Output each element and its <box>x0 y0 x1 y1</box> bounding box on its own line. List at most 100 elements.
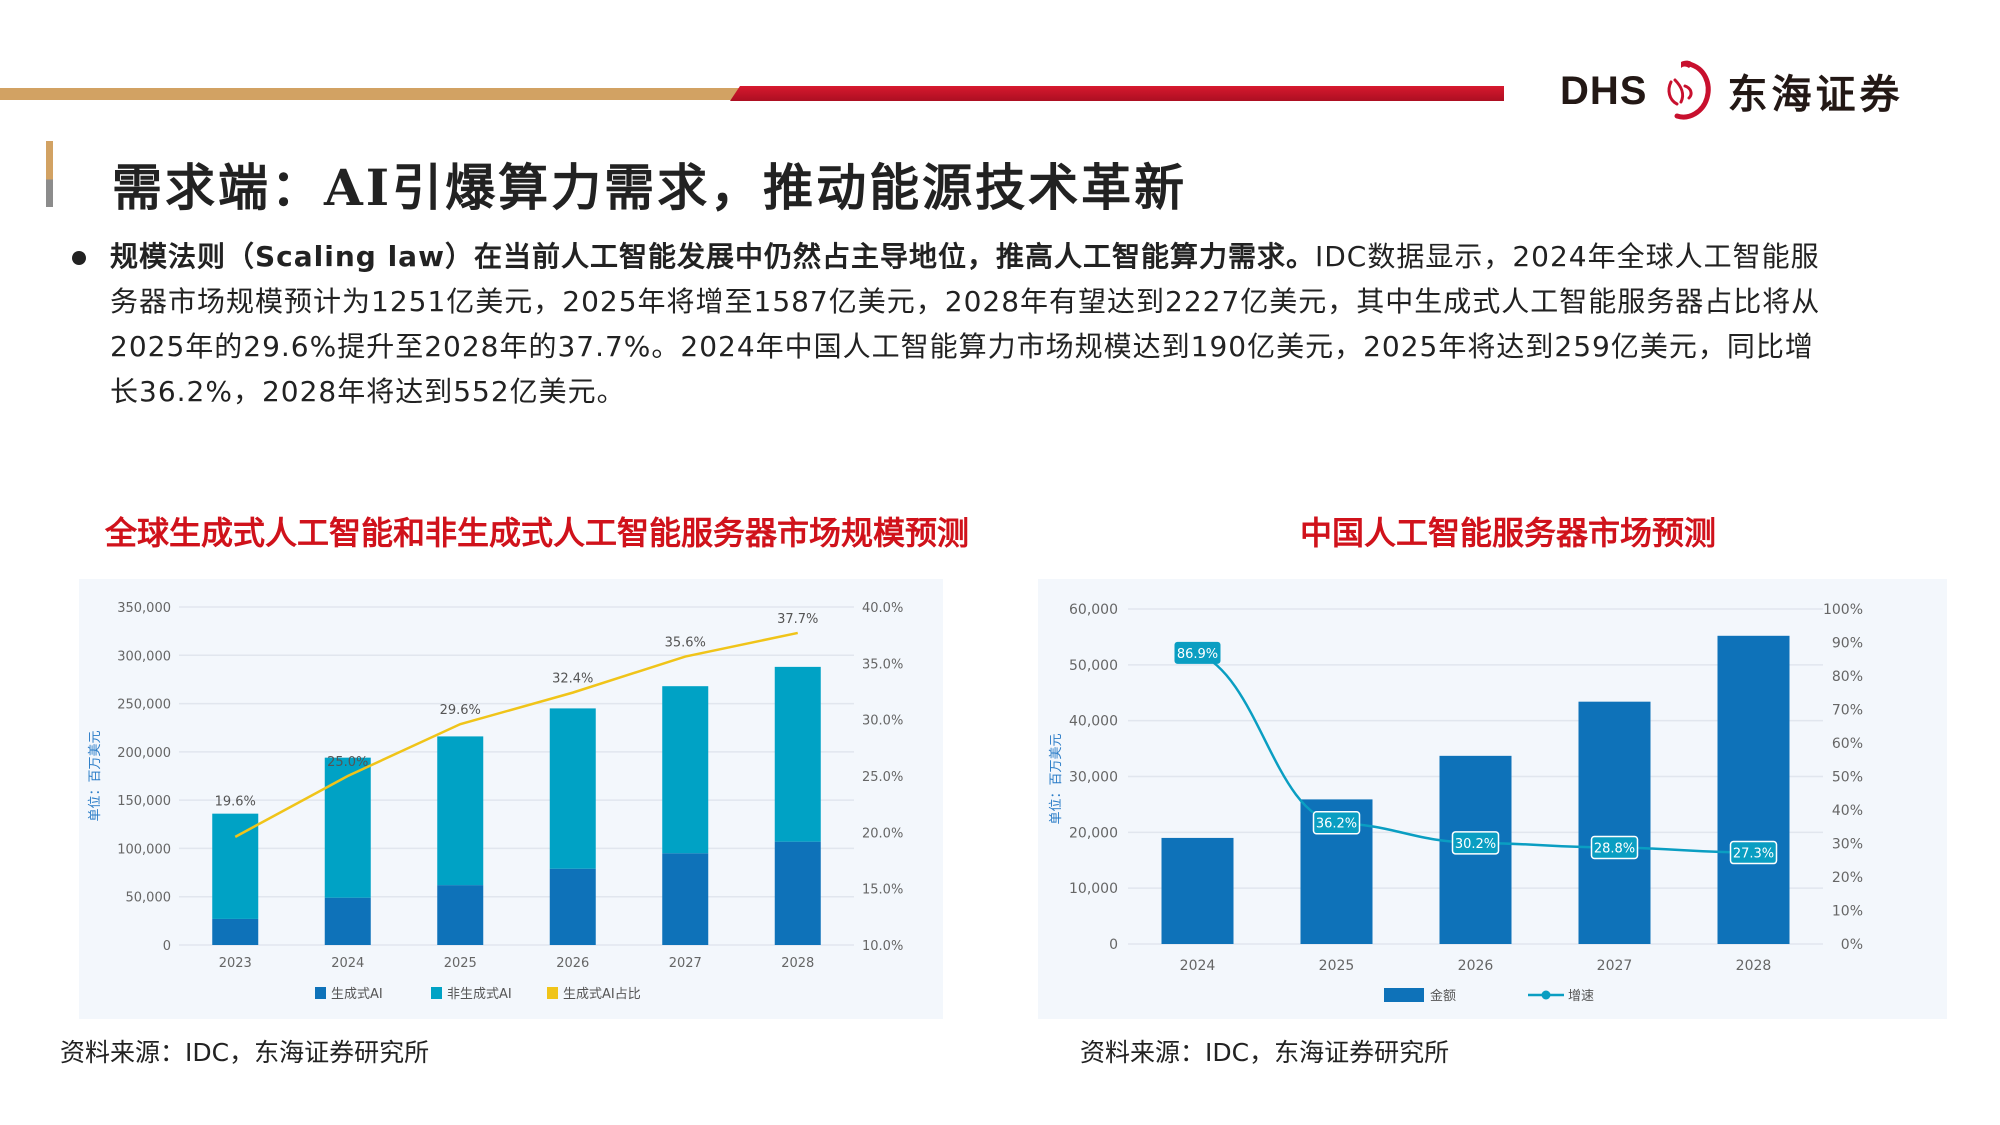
y2-tick-label: 25.0% <box>862 770 903 785</box>
bullet-body: IDC数据显示，2024年全球人工智能服务器市场规模预计为1251亿美元，202… <box>110 240 1821 408</box>
y2-tick-label: 40% <box>1832 803 1863 819</box>
x-tick-label: 2023 <box>219 956 252 971</box>
y-tick-label: 0 <box>163 939 171 954</box>
share-data-label: 37.7% <box>777 612 818 627</box>
y-tick-label: 50,000 <box>126 891 172 906</box>
bar-amount <box>1717 635 1790 944</box>
x-tick-label: 2025 <box>1319 958 1355 974</box>
growth-data-label: 86.9% <box>1177 647 1218 662</box>
bar-gen-ai <box>549 868 596 945</box>
y2-tick-label: 80% <box>1832 669 1863 685</box>
logo-chinese-text: 东海证券 <box>1727 72 1904 118</box>
growth-label-box <box>1174 641 1221 664</box>
growth-data-label: 36.2% <box>1316 817 1357 832</box>
legend-label: 非生成式AI <box>447 987 512 1002</box>
logo-dhs-text: DHS <box>1560 68 1648 113</box>
legend-label: 生成式AI <box>331 987 383 1002</box>
legend-label: 生成式AI占比 <box>563 987 641 1002</box>
legend-swatch-icon <box>1384 988 1424 1002</box>
y-tick-label: 50,000 <box>1069 658 1118 674</box>
y2-tick-label: 15.0% <box>862 883 903 898</box>
x-tick-label: 2026 <box>1458 958 1494 974</box>
y-tick-label: 10,000 <box>1069 881 1118 897</box>
growth-data-label: 27.3% <box>1733 847 1774 862</box>
bar-non-gen-ai <box>662 686 709 854</box>
dragon-logo-icon <box>1667 60 1712 120</box>
bar-gen-ai <box>212 918 259 945</box>
y2-tick-label: 40.0% <box>862 601 903 616</box>
left-chart-svg: 0 50,000 100,000 150,000 200,000 250,000 300,0… <box>88 601 903 1002</box>
y-axis-unit-label: 单位：百万美元 <box>88 730 103 821</box>
y-tick-label: 30,000 <box>1069 770 1118 786</box>
right-chart-svg: 0 10,000 20,000 30,000 40,000 50,000 60,000 0% 1… <box>1049 602 1863 1004</box>
y2-tick-label: 0% <box>1841 937 1863 953</box>
bar-non-gen-ai <box>774 666 821 842</box>
y-axis-unit-label: 单位：百万美元 <box>1049 733 1064 824</box>
legend-swatch-icon <box>547 987 558 999</box>
right-chart-panel: 0 10,000 20,000 30,000 40,000 50,000 60,000 0% 1… <box>1038 579 1947 1019</box>
y2-tick-label: 30% <box>1832 837 1863 853</box>
header-red-bar <box>730 86 1504 101</box>
growth-line <box>1197 651 1754 854</box>
y2-tick-label: 10.0% <box>862 939 903 954</box>
y2-tick-label: 60% <box>1832 736 1863 752</box>
growth-label-box <box>1729 840 1778 865</box>
y-tick-label: 250,000 <box>117 698 171 713</box>
right-chart-title: 中国人工智能服务器市场预测 <box>1300 514 1717 552</box>
bar-amount <box>1161 837 1234 944</box>
left-chart-panel: 0 50,000 100,000 150,000 200,000 250,000 300,0… <box>79 579 943 1019</box>
bullet-dot-icon <box>72 251 86 265</box>
growth-data-label: 30.2% <box>1455 837 1496 852</box>
bar-gen-ai <box>437 885 484 945</box>
y-tick-label: 100,000 <box>117 842 171 857</box>
y-tick-label: 300,000 <box>117 649 171 664</box>
bar-gen-ai <box>774 841 821 945</box>
y2-tick-label: 10% <box>1832 904 1863 920</box>
legend-swatch-icon <box>315 987 326 999</box>
page-title: 需求端：AI引爆算力需求，推动能源技术革新 <box>112 158 1188 217</box>
legend-swatch-icon <box>431 987 442 999</box>
x-tick-label: 2024 <box>1180 958 1216 974</box>
share-data-label: 19.6% <box>215 795 256 810</box>
share-data-label: 35.6% <box>665 636 706 651</box>
growth-label-box <box>1451 831 1500 855</box>
y-tick-label: 350,000 <box>117 601 171 616</box>
bar-non-gen-ai <box>324 757 371 898</box>
x-tick-label: 2024 <box>331 956 364 971</box>
bullet-bold-lead: 规模法则（Scaling law）在当前人工智能发展中仍然占主导地位，推高人工智… <box>110 240 1315 273</box>
company-logo: DHS 东海证券 <box>1560 58 1903 124</box>
bar-non-gen-ai <box>437 736 484 886</box>
x-tick-label: 2028 <box>1736 958 1772 974</box>
header-gold-bar <box>0 88 740 100</box>
left-chart-source: 资料来源：IDC，东海证券研究所 <box>60 1038 430 1067</box>
growth-data-label: 28.8% <box>1594 842 1635 857</box>
bullet-item: 规模法则（Scaling law）在当前人工智能发展中仍然占主导地位，推高人工智… <box>72 234 1832 414</box>
y2-tick-label: 20% <box>1832 870 1863 886</box>
legend-marker-icon <box>1541 990 1551 1000</box>
growth-label-box <box>1590 835 1639 860</box>
bar-gen-ai <box>662 853 709 945</box>
bullet-paragraph: 规模法则（Scaling law）在当前人工智能发展中仍然占主导地位，推高人工智… <box>110 234 1832 414</box>
share-data-label: 32.4% <box>552 672 593 687</box>
share-line <box>234 631 799 838</box>
y2-tick-label: 70% <box>1832 703 1863 719</box>
y-tick-label: 0 <box>1109 937 1118 953</box>
growth-label-box <box>1312 810 1361 835</box>
bar-non-gen-ai <box>549 708 596 869</box>
share-data-label: 29.6% <box>440 703 481 718</box>
share-data-label: 25.0% <box>327 755 368 770</box>
bar-amount <box>1578 701 1651 944</box>
legend-label: 金额 <box>1430 988 1456 1004</box>
y2-tick-label: 90% <box>1832 636 1863 652</box>
x-tick-label: 2027 <box>1597 958 1633 974</box>
y2-tick-label: 20.0% <box>862 826 903 841</box>
x-tick-label: 2025 <box>444 956 477 971</box>
bar-gen-ai <box>324 897 371 945</box>
y2-tick-label: 100% <box>1823 602 1863 618</box>
y-tick-label: 60,000 <box>1069 602 1118 618</box>
legend-label: 增速 <box>1568 989 1594 1004</box>
x-tick-label: 2026 <box>556 956 589 971</box>
x-tick-label: 2028 <box>781 956 814 971</box>
y-tick-label: 40,000 <box>1069 714 1118 730</box>
title-accent-bar <box>46 141 53 207</box>
